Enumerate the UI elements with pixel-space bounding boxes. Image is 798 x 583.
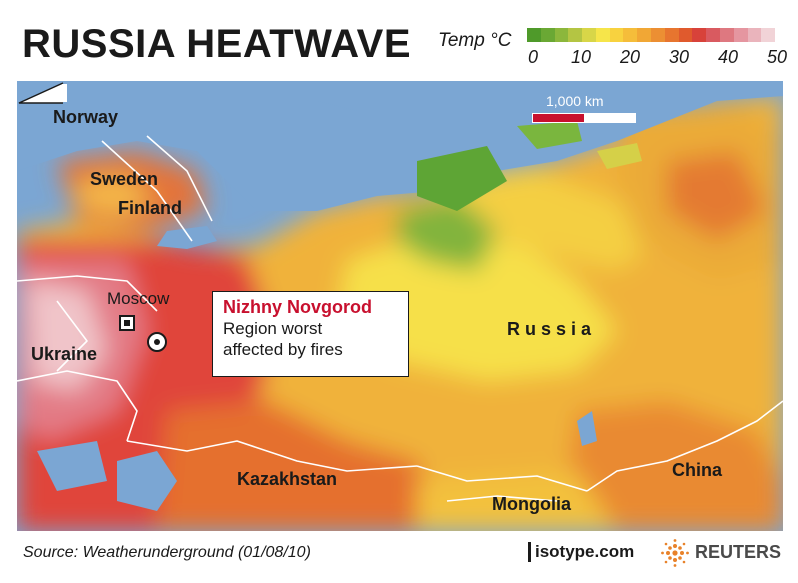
reuters-logo-icon	[661, 539, 689, 567]
isotype-logo: isotype.com	[528, 542, 634, 562]
label-kazakhstan: Kazakhstan	[237, 469, 338, 489]
legend-swatch	[568, 28, 583, 42]
label-moscow: Moscow	[107, 289, 170, 308]
distance-scale-segment-white	[584, 114, 635, 122]
legend-swatch	[706, 28, 720, 42]
legend-swatch	[540, 28, 555, 42]
temperature-color-scale	[527, 28, 776, 42]
label-sweden: Sweden	[90, 169, 159, 189]
legend-swatch	[719, 28, 734, 42]
label-norway: Norway	[53, 107, 119, 127]
legend-tick-label: 30	[669, 47, 690, 67]
legend-swatch	[651, 28, 665, 42]
legend-swatch	[595, 28, 610, 42]
legend-tick-label: 50	[767, 47, 788, 67]
reuters-logo-text: REUTERS	[695, 542, 782, 562]
legend-swatch	[678, 28, 693, 42]
legend-swatch	[554, 28, 569, 42]
source-note: Source: Weatherunderground (01/08/10)	[23, 544, 311, 561]
moscow-marker	[119, 315, 135, 331]
label-finland: Finland	[118, 198, 182, 218]
callout-pointer	[18, 82, 67, 104]
nizhny-novgorod-callout: Nizhny Novgorod Region worst affected by…	[212, 291, 409, 377]
callout-line-2: affected by fires	[223, 340, 343, 359]
legend-tick-label: 20	[620, 47, 641, 67]
legend-swatch	[747, 28, 762, 42]
page-title: RUSSIA HEATWAVE	[22, 22, 412, 66]
callout-line-1: Region worst	[223, 319, 323, 338]
callout-title: Nizhny Novgorod	[223, 297, 372, 317]
legend-swatch	[761, 28, 776, 42]
label-ukraine: Ukraine	[31, 344, 98, 364]
legend-swatch	[623, 28, 638, 42]
distance-scale-label: 1,000 km	[546, 93, 604, 109]
temperature-scale-ticks: 0 10 20 30 40 50	[522, 47, 788, 69]
legend-tick-label: 10	[571, 47, 592, 67]
legend-swatch	[692, 28, 707, 42]
legend-swatch	[609, 28, 624, 42]
legend-tick-label: 40	[718, 47, 739, 67]
heat-map: 1,000 km Norway Sweden Finland Moscow Uk…	[17, 81, 783, 531]
legend-swatch	[664, 28, 679, 42]
legend-swatch	[733, 28, 748, 42]
legend-label: Temp °C	[438, 30, 512, 51]
legend-swatch	[582, 28, 596, 42]
distance-scale-segment-red	[533, 114, 584, 122]
label-russia: R u s s i a	[507, 319, 592, 339]
label-mongolia: Mongolia	[492, 494, 571, 514]
distance-scale-bar	[532, 113, 636, 123]
legend-tick-label: 0	[528, 47, 539, 67]
legend-swatch	[637, 28, 652, 42]
distance-scale: 1,000 km	[532, 93, 642, 123]
label-china: China	[672, 460, 723, 480]
nizhny-novgorod-marker	[147, 332, 167, 352]
legend-swatch	[527, 28, 541, 42]
